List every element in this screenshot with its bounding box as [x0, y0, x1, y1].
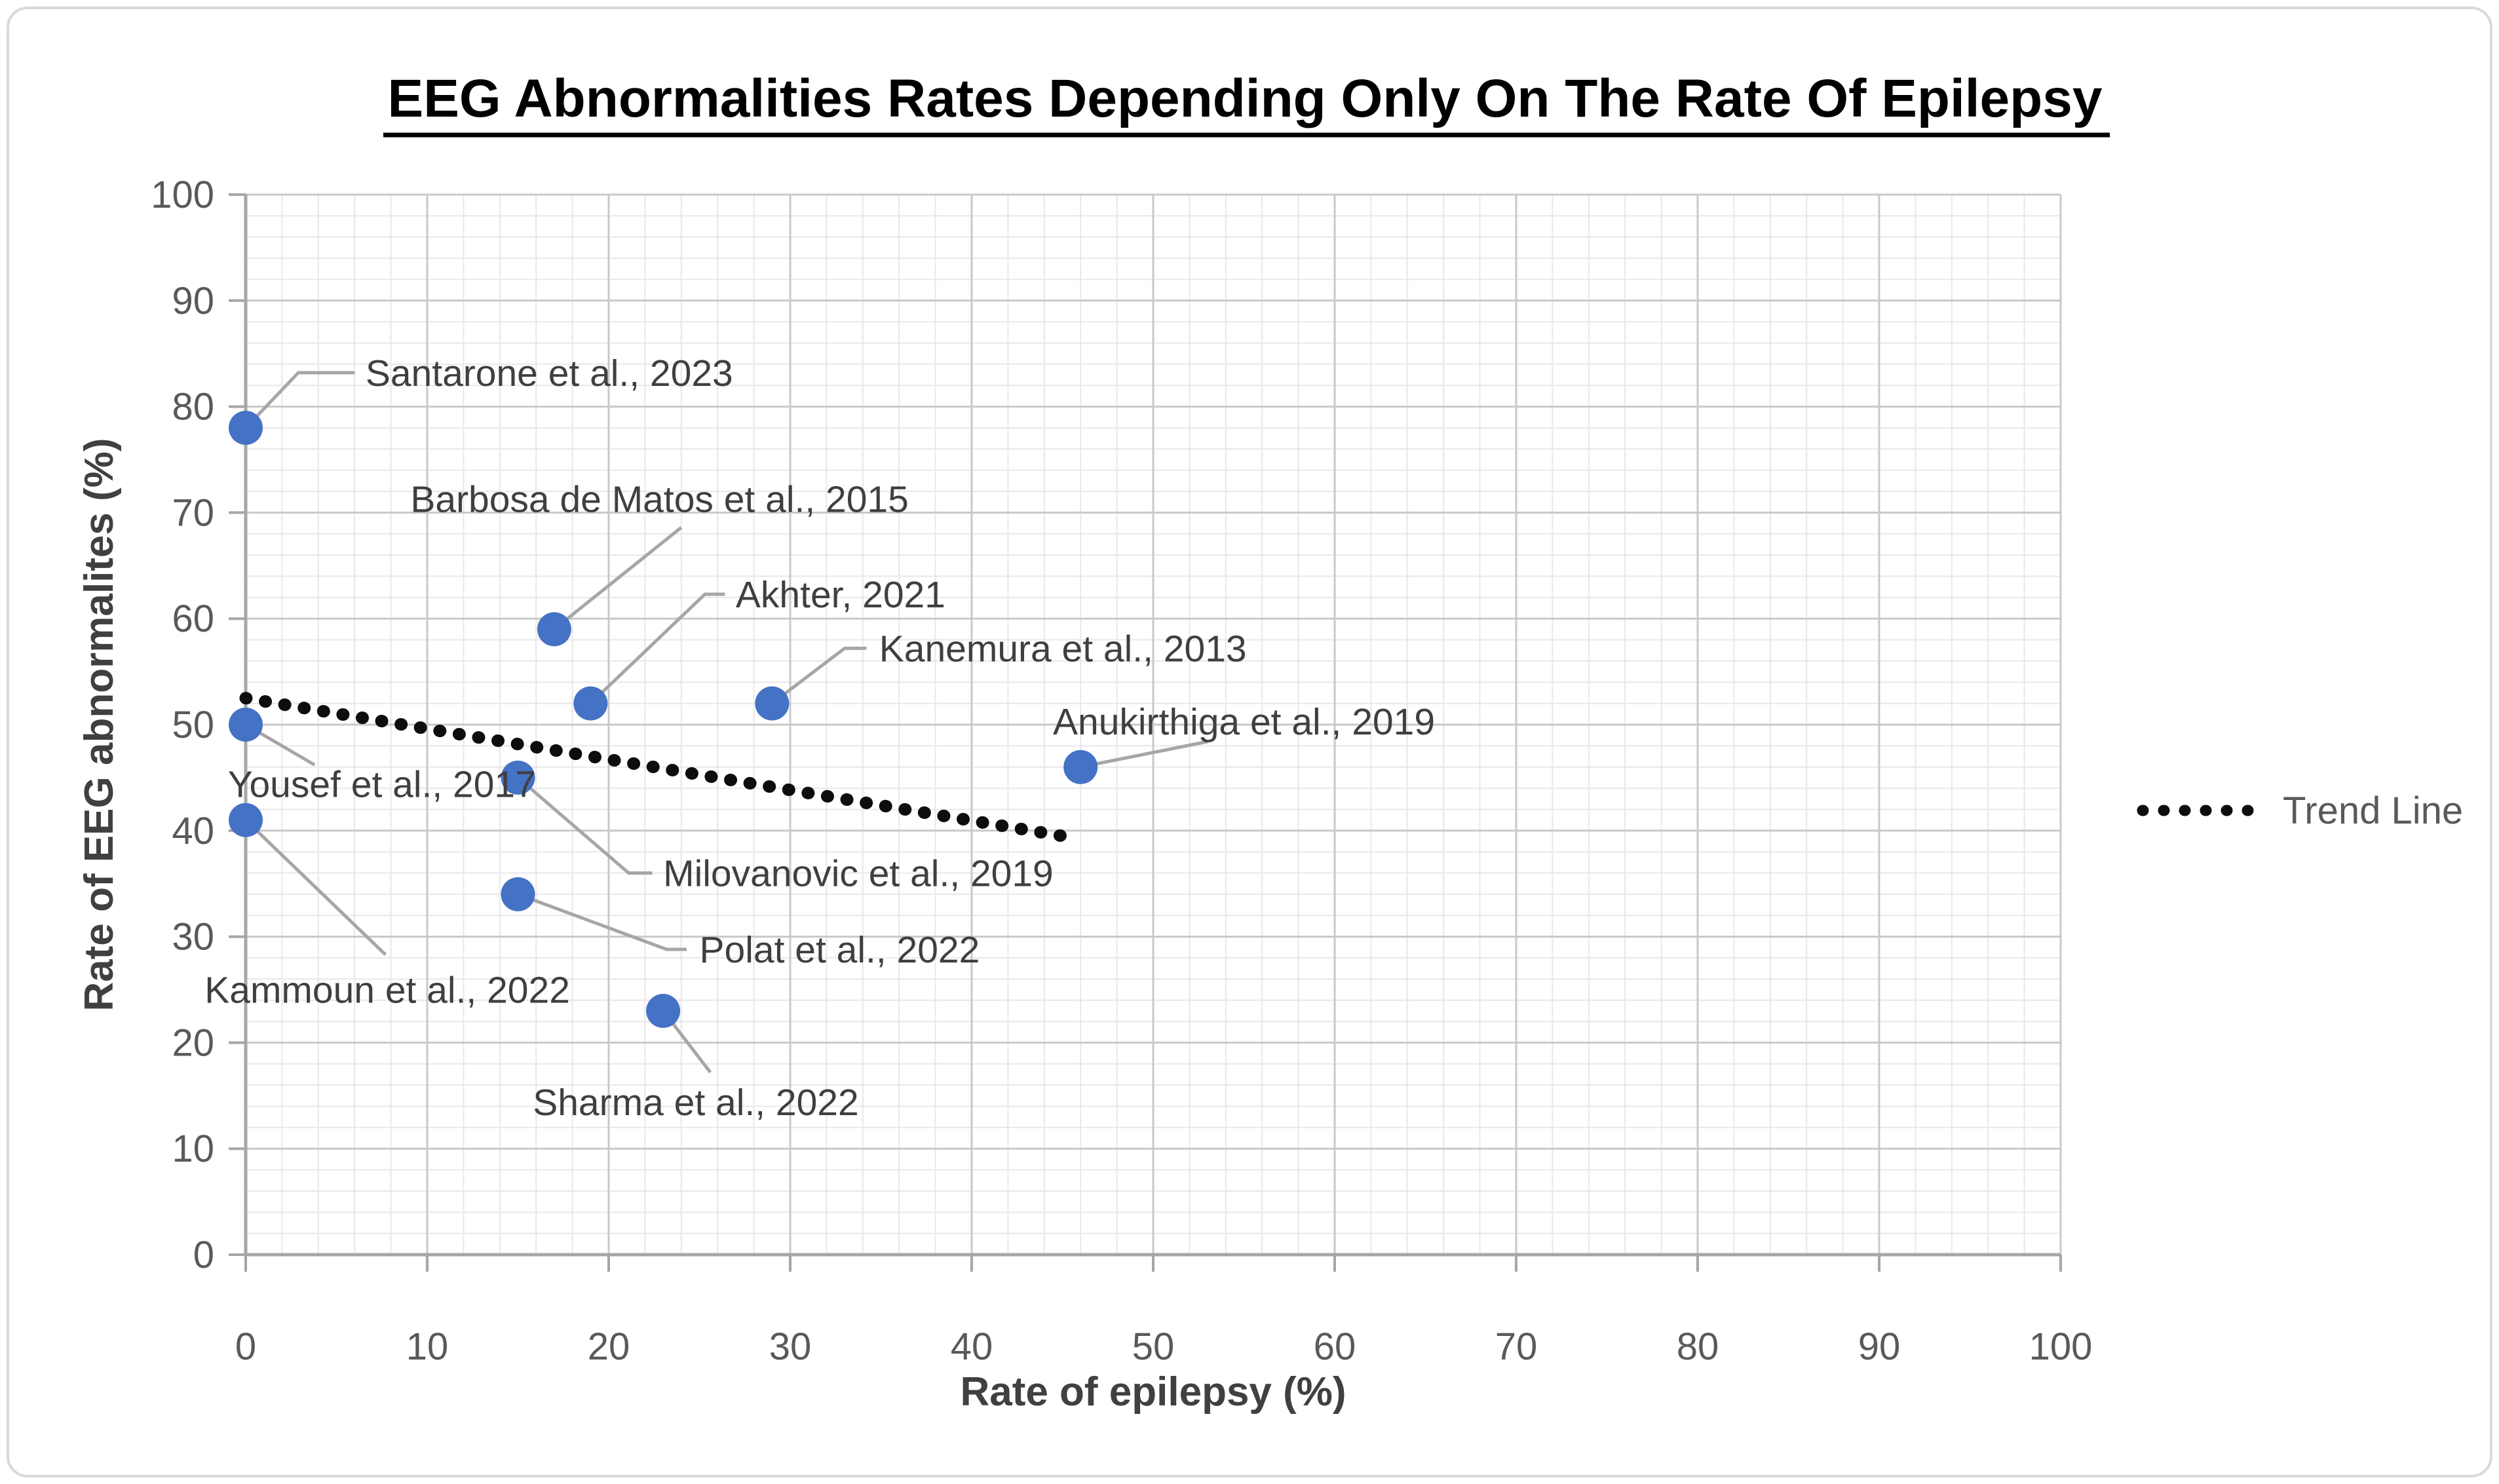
x-tick-label: 10: [406, 1325, 449, 1368]
data-point-label: Polat et al., 2022: [700, 929, 980, 971]
leader-line: [771, 647, 867, 705]
data-point[interactable]: [501, 760, 535, 795]
x-tick-label: 30: [769, 1325, 812, 1368]
leader-lines: [244, 371, 1208, 1074]
x-tick-label: 0: [235, 1325, 256, 1368]
leader-line: [244, 371, 355, 429]
chart-border: [7, 7, 2492, 1477]
leader-line: [1080, 740, 1208, 769]
y-tick-label: 60: [172, 598, 214, 640]
data-point[interactable]: [229, 410, 263, 445]
leader-line: [244, 818, 387, 956]
data-point-label: Kanemura et al., 2013: [879, 628, 1247, 670]
y-tick-label: 0: [193, 1234, 214, 1276]
y-tick-label: 20: [172, 1021, 214, 1064]
data-point[interactable]: [229, 708, 263, 742]
data-point-label: Yousef et al., 2017: [228, 764, 536, 806]
trend-line-layer[interactable]: [239, 692, 1069, 843]
leader-line: [553, 526, 683, 631]
data-point[interactable]: [537, 612, 571, 647]
data-point[interactable]: [229, 803, 263, 837]
x-tick-label: 20: [588, 1325, 630, 1368]
y-tick-label: 90: [172, 280, 214, 322]
x-tick-label: 80: [1677, 1325, 1719, 1368]
y-tick-label: 30: [172, 916, 214, 959]
x-tick-label: 90: [1858, 1325, 1901, 1368]
chart-title[interactable]: EEG Abnormalities Rates Depending Only O…: [388, 69, 2103, 128]
data-point[interactable]: [646, 993, 681, 1028]
y-tick-label: 40: [172, 810, 214, 852]
leader-line: [589, 592, 725, 705]
data-point[interactable]: [1063, 750, 1098, 784]
x-tick-label: 40: [951, 1325, 993, 1368]
data-point[interactable]: [755, 686, 790, 721]
data-point-label: Kammoun et al., 2022: [204, 970, 570, 1012]
x-tick-label: 50: [1132, 1325, 1175, 1368]
trend-line[interactable]: [239, 692, 1069, 843]
data-point-label: Anukirthiga et al., 2019: [1053, 701, 1435, 743]
data-point-label: Akhter, 2021: [736, 574, 945, 616]
leader-line: [517, 892, 687, 951]
y-axis-title: Rate of EEG abnormalites (%): [77, 438, 122, 1011]
data-point-label: Santarone et al., 2023: [366, 352, 733, 394]
data-point-label: Milovanovic et al., 2019: [663, 853, 1054, 895]
legend[interactable]: Trend Line: [2137, 790, 2463, 832]
data-point-label: Barbosa de Matos et al., 2015: [410, 478, 908, 520]
y-tick-label: 70: [172, 491, 214, 534]
data-point[interactable]: [573, 686, 608, 721]
x-tick-label: 60: [1314, 1325, 1356, 1368]
x-tick-label: 70: [1495, 1325, 1538, 1368]
x-tick-label: 100: [2029, 1325, 2093, 1368]
data-point-label: Sharma et al., 2022: [533, 1082, 858, 1124]
data-points[interactable]: [229, 410, 1098, 1028]
leader-line: [516, 776, 653, 875]
y-tick-label: 100: [151, 174, 214, 216]
tick-labels: 0 10 20 30 40 50 60 70 80 90 100 0 10 20 30 40 50 60 70 80 9…: [151, 174, 2092, 1368]
legend-label: Trend Line: [2283, 790, 2463, 832]
y-tick-label: 50: [172, 704, 214, 746]
y-tick-label: 80: [172, 386, 214, 428]
x-axis-title: Rate of epilepsy (%): [960, 1369, 1346, 1415]
data-point-labels: Santarone et al., 2023 Yousef et al., 201…: [204, 352, 1435, 1124]
data-point[interactable]: [501, 877, 535, 911]
y-tick-label: 10: [172, 1128, 214, 1170]
